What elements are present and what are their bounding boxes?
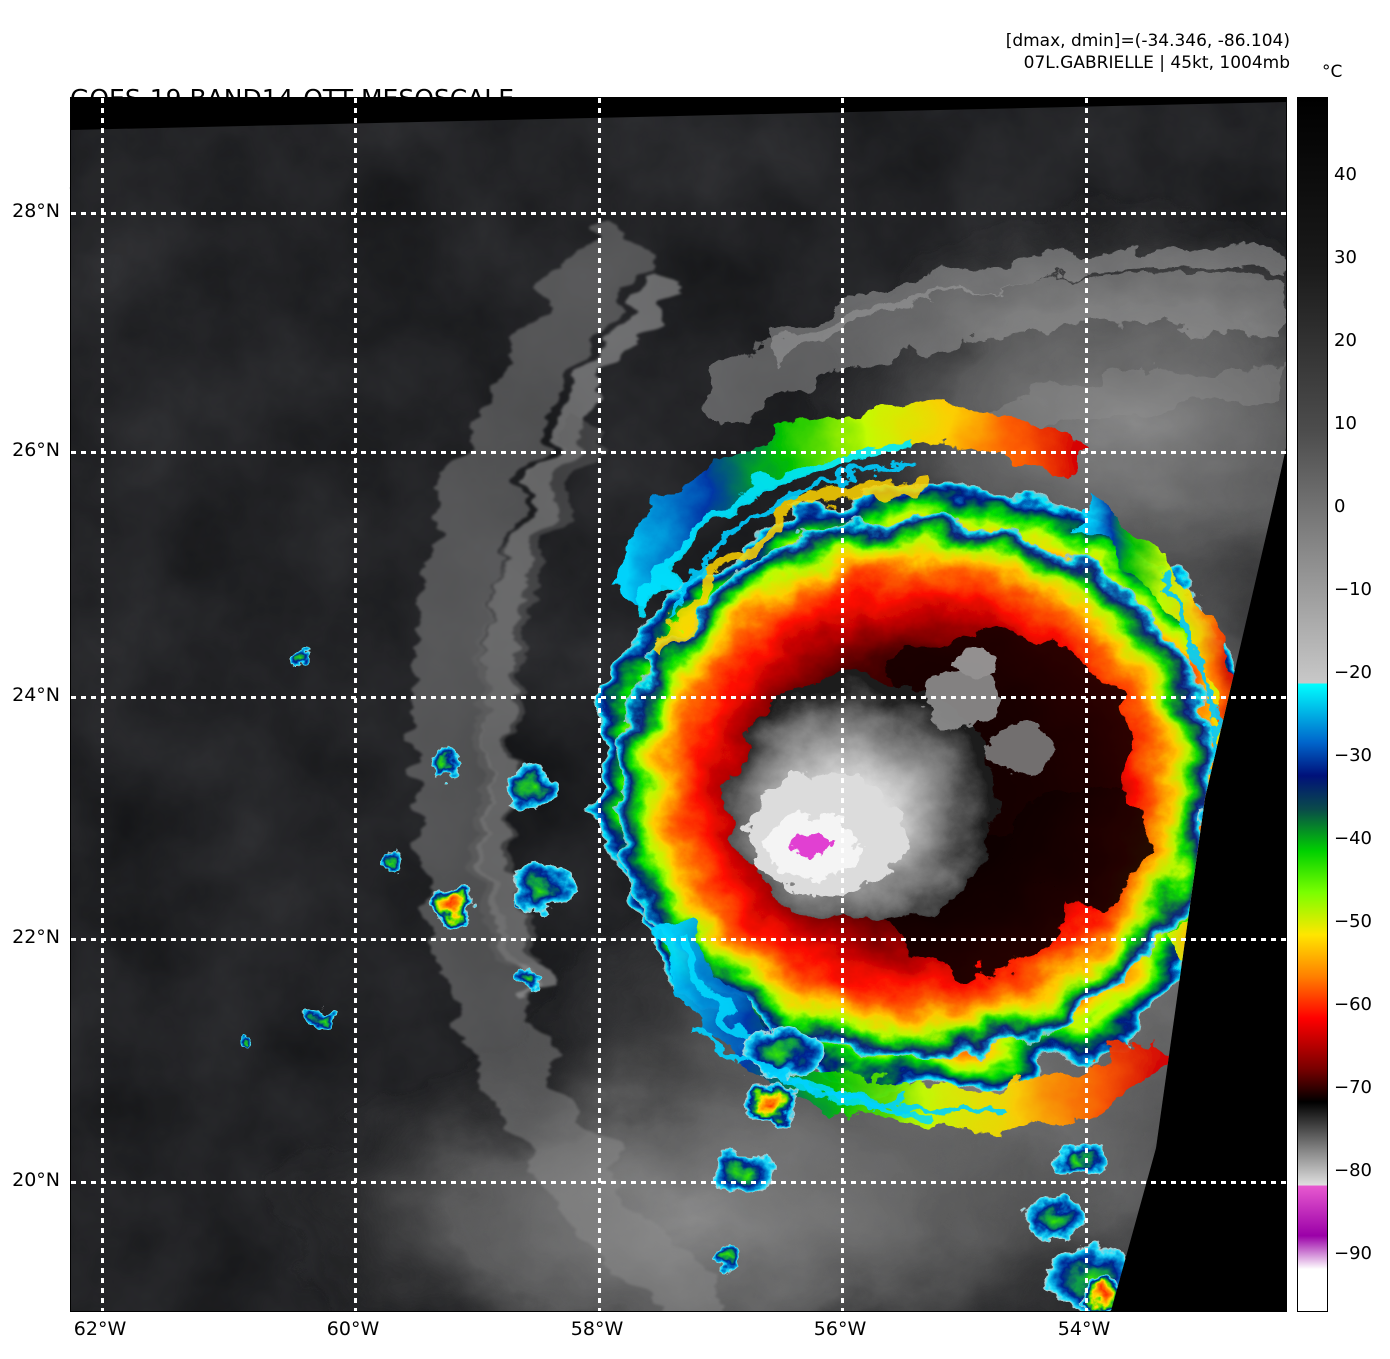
colorbar-tick-40: 40 <box>1334 164 1357 185</box>
lon-tick-58w: 58°W <box>570 1318 624 1340</box>
lon-tick-56w: 56°W <box>813 1318 867 1340</box>
colorbar-tick-0: 0 <box>1334 496 1346 517</box>
colorbar-tick-m60: −60 <box>1334 994 1372 1015</box>
temperature-colorbar <box>1297 97 1328 1312</box>
colorbar-tick-10: 10 <box>1334 413 1357 434</box>
lon-tick-62w: 62°W <box>73 1318 127 1340</box>
colorbar-gradient <box>1298 98 1327 1311</box>
metadata-block: [dmax, dmin]=(-34.346, -86.104) 07L.GABR… <box>1006 30 1290 75</box>
colorbar-tick-30: 30 <box>1334 247 1357 268</box>
lat-tick-22n: 22°N <box>12 926 60 948</box>
lat-tick-28n: 28°N <box>12 200 60 222</box>
colorbar-tick-m30: −30 <box>1334 745 1372 766</box>
colorbar-tick-m40: −40 <box>1334 828 1372 849</box>
lat-tick-24n: 24°N <box>12 684 60 706</box>
colorbar-tick-m20: −20 <box>1334 662 1372 683</box>
lon-tick-54w: 54°W <box>1057 1318 1111 1340</box>
dmax-dmin-label: [dmax, dmin]=(-34.346, -86.104) <box>1005 31 1290 51</box>
scan-edge-nodata <box>1111 100 1286 1311</box>
colorbar-tick-m50: −50 <box>1334 911 1372 932</box>
colorbar-tick-20: 20 <box>1334 330 1357 351</box>
lat-tick-26n: 26°N <box>12 439 60 461</box>
storm-info-label: 07L.GABRIELLE | 45kt, 1004mb <box>1023 53 1290 74</box>
colorbar-tick-m10: −10 <box>1334 579 1372 600</box>
colorbar-tick-m70: −70 <box>1334 1077 1372 1098</box>
colorbar-tick-m80: −80 <box>1334 1160 1372 1181</box>
lon-tick-60w: 60°W <box>326 1318 380 1340</box>
satellite-image-plot: Copyright © 2020-2025 Dapiya <box>70 97 1287 1312</box>
lat-tick-20n: 20°N <box>12 1169 60 1191</box>
colorbar-unit-label: °C <box>1322 62 1343 82</box>
infrared-satellite-raster <box>71 98 1286 1311</box>
colorbar-tick-m90: −90 <box>1334 1243 1372 1264</box>
